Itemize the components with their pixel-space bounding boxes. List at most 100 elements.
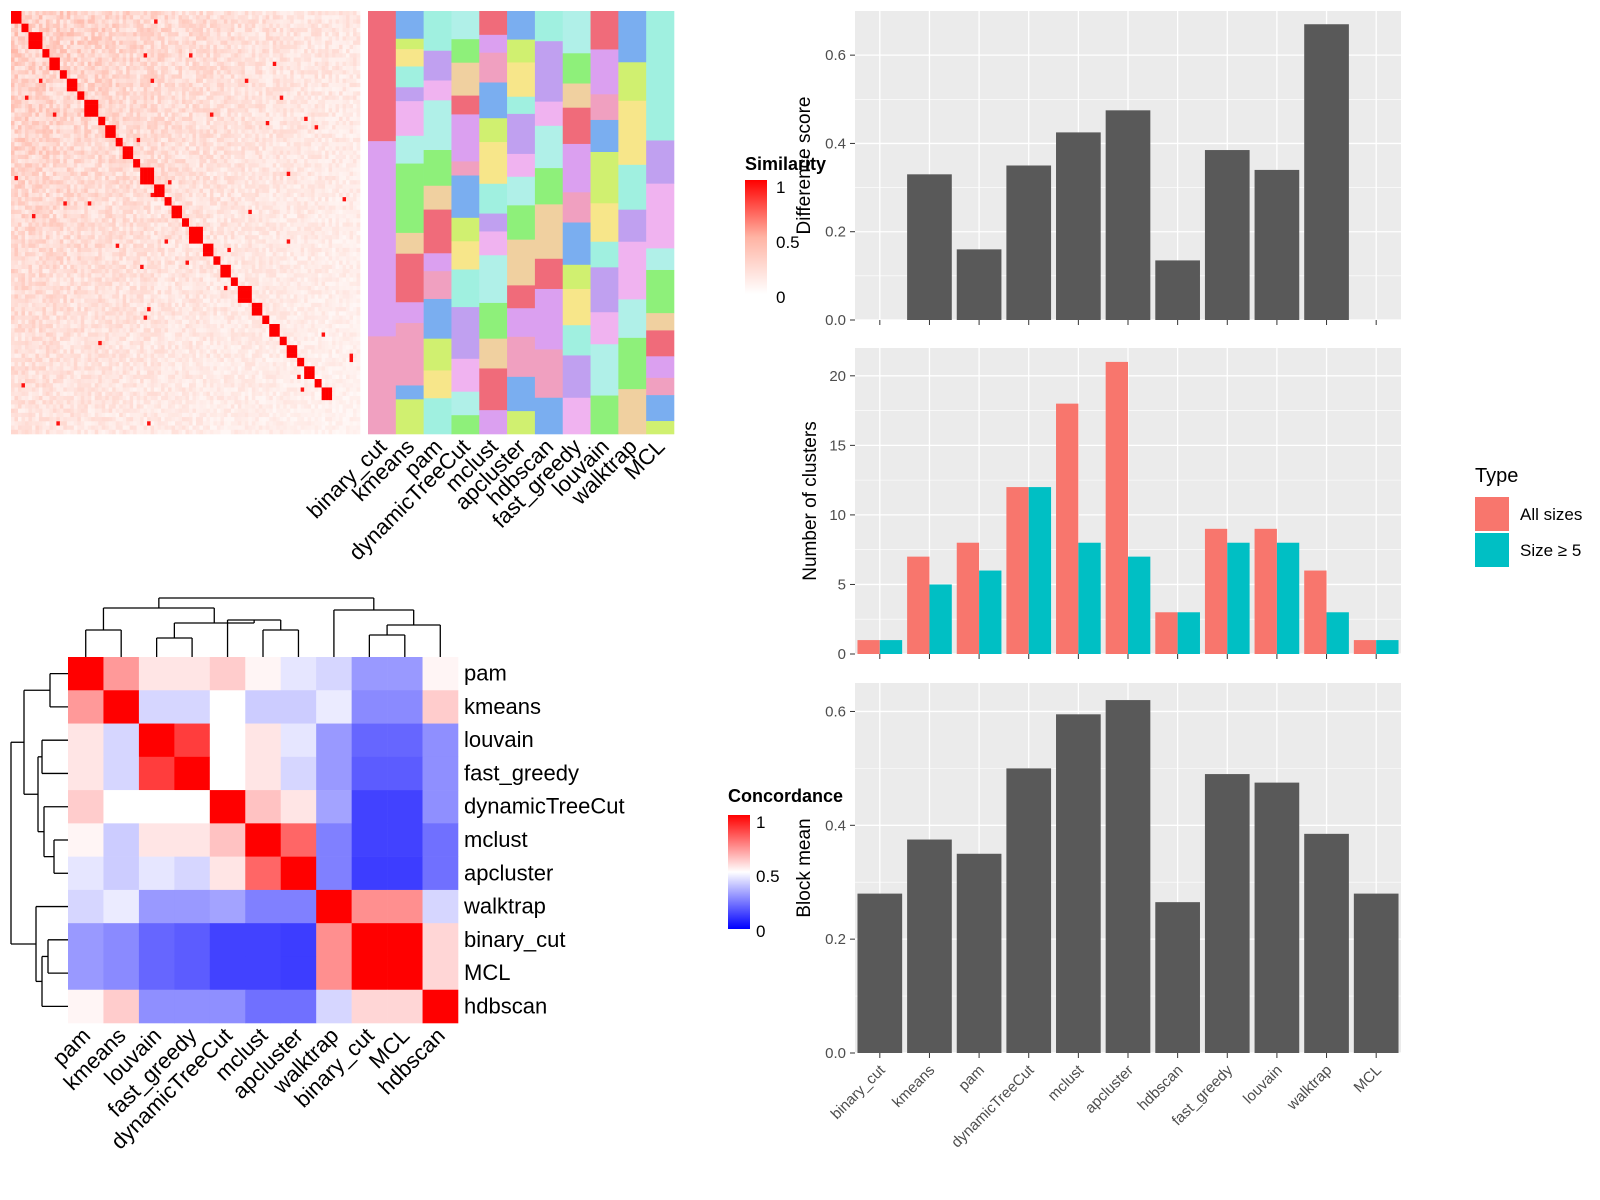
- similarity-cell: [49, 180, 54, 185]
- similarity-cell: [339, 61, 343, 67]
- similarity-cell: [220, 74, 225, 79]
- similarity-cell: [56, 82, 61, 88]
- similarity-cell: [206, 201, 211, 206]
- similarity-cell: [276, 91, 281, 96]
- similarity-cell: [42, 61, 47, 67]
- similarity-cell: [293, 146, 298, 151]
- similarity-cell: [87, 188, 92, 194]
- similarity-cell: [346, 163, 350, 168]
- similarity-cell: [300, 154, 305, 160]
- similarity-cell: [297, 137, 301, 143]
- similarity-cell: [129, 188, 134, 194]
- similarity-cell: [70, 133, 75, 139]
- similarity-cell: [175, 70, 179, 75]
- similarity-cell: [202, 61, 207, 67]
- similarity-cell: [185, 171, 190, 177]
- similarity-cell: [161, 32, 165, 37]
- similarity-cell: [244, 120, 249, 126]
- similarity-cell: [108, 99, 113, 105]
- similarity-cell: [321, 65, 326, 71]
- similarity-cell: [11, 19, 15, 24]
- similarity-cell: [129, 137, 134, 143]
- similarity-cell: [272, 159, 277, 164]
- similarity-cell: [38, 53, 43, 58]
- similarity-cell: [150, 65, 155, 71]
- similarity-cell: [328, 146, 333, 151]
- similarity-cell: [38, 11, 43, 16]
- similarity-cell: [279, 99, 284, 105]
- similarity-cell: [31, 129, 36, 134]
- similarity-cell: [255, 104, 260, 109]
- similarity-cell: [70, 57, 75, 63]
- similarity-cell: [42, 70, 47, 75]
- similarity-cell: [11, 175, 15, 181]
- similarity-cell: [56, 36, 61, 41]
- similarity-cell: [87, 53, 92, 58]
- similarity-cell: [192, 218, 197, 223]
- similarity-cell: [220, 65, 225, 71]
- similarity-cell: [209, 82, 214, 88]
- similarity-cell: [133, 192, 137, 198]
- similarity-cell: [119, 82, 123, 88]
- similarity-cell: [237, 108, 242, 113]
- similarity-cell: [77, 32, 82, 37]
- similarity-cell: [80, 36, 85, 41]
- similarity-cell: [241, 209, 246, 215]
- similarity-cell: [87, 36, 92, 41]
- similarity-cell: [209, 23, 214, 29]
- similarity-cell: [332, 188, 336, 194]
- similarity-cell: [136, 146, 141, 151]
- similarity-cell: [328, 108, 333, 113]
- similarity-cell: [335, 159, 340, 164]
- similarity-cell: [129, 129, 134, 134]
- similarity-cell: [286, 116, 291, 122]
- similarity-cell: [262, 197, 267, 202]
- similarity-cell: [286, 188, 291, 194]
- similarity-cell: [70, 95, 75, 101]
- similarity-cell: [24, 57, 29, 63]
- similarity-cell: [188, 205, 193, 211]
- similarity-cell: [143, 99, 148, 105]
- similarity-cell: [35, 214, 40, 219]
- similarity-cell: [241, 197, 246, 202]
- similarity-cell: [234, 32, 239, 37]
- similarity-cell: [318, 167, 322, 173]
- similarity-cell: [321, 218, 326, 223]
- similarity-cell: [168, 205, 172, 211]
- similarity-cell: [35, 23, 40, 29]
- similarity-cell: [161, 201, 165, 206]
- similarity-cell: [171, 65, 176, 71]
- similarity-cell: [255, 209, 260, 215]
- similarity-cell: [220, 19, 225, 24]
- similarity-cell: [283, 159, 288, 164]
- similarity-cell: [213, 129, 218, 134]
- similarity-cell: [140, 175, 144, 181]
- similarity-cell: [161, 15, 165, 20]
- similarity-cell: [11, 99, 15, 105]
- similarity-cell: [70, 197, 75, 202]
- similarity-cell: [356, 40, 361, 46]
- similarity-cell: [98, 49, 103, 54]
- similarity-cell: [80, 197, 85, 202]
- similarity-cell: [70, 146, 75, 151]
- similarity-cell: [164, 95, 169, 101]
- similarity-cell: [66, 74, 71, 79]
- similarity-cell: [56, 129, 61, 134]
- similarity-cell: [353, 184, 357, 189]
- similarity-cell: [59, 112, 64, 118]
- similarity-cell: [272, 175, 277, 181]
- similarity-cell: [56, 125, 61, 130]
- similarity-cell: [87, 192, 92, 198]
- similarity-cell: [202, 91, 207, 96]
- similarity-cell: [77, 142, 82, 147]
- similarity-cell: [241, 65, 246, 71]
- similarity-cell: [349, 44, 354, 50]
- similarity-cell: [311, 11, 315, 16]
- similarity-cell: [161, 192, 165, 198]
- similarity-cell: [115, 192, 120, 198]
- similarity-cell: [154, 154, 158, 160]
- similarity-cell: [342, 57, 347, 63]
- similarity-cell: [188, 49, 193, 54]
- similarity-cell: [101, 44, 106, 50]
- similarity-cell: [168, 32, 172, 37]
